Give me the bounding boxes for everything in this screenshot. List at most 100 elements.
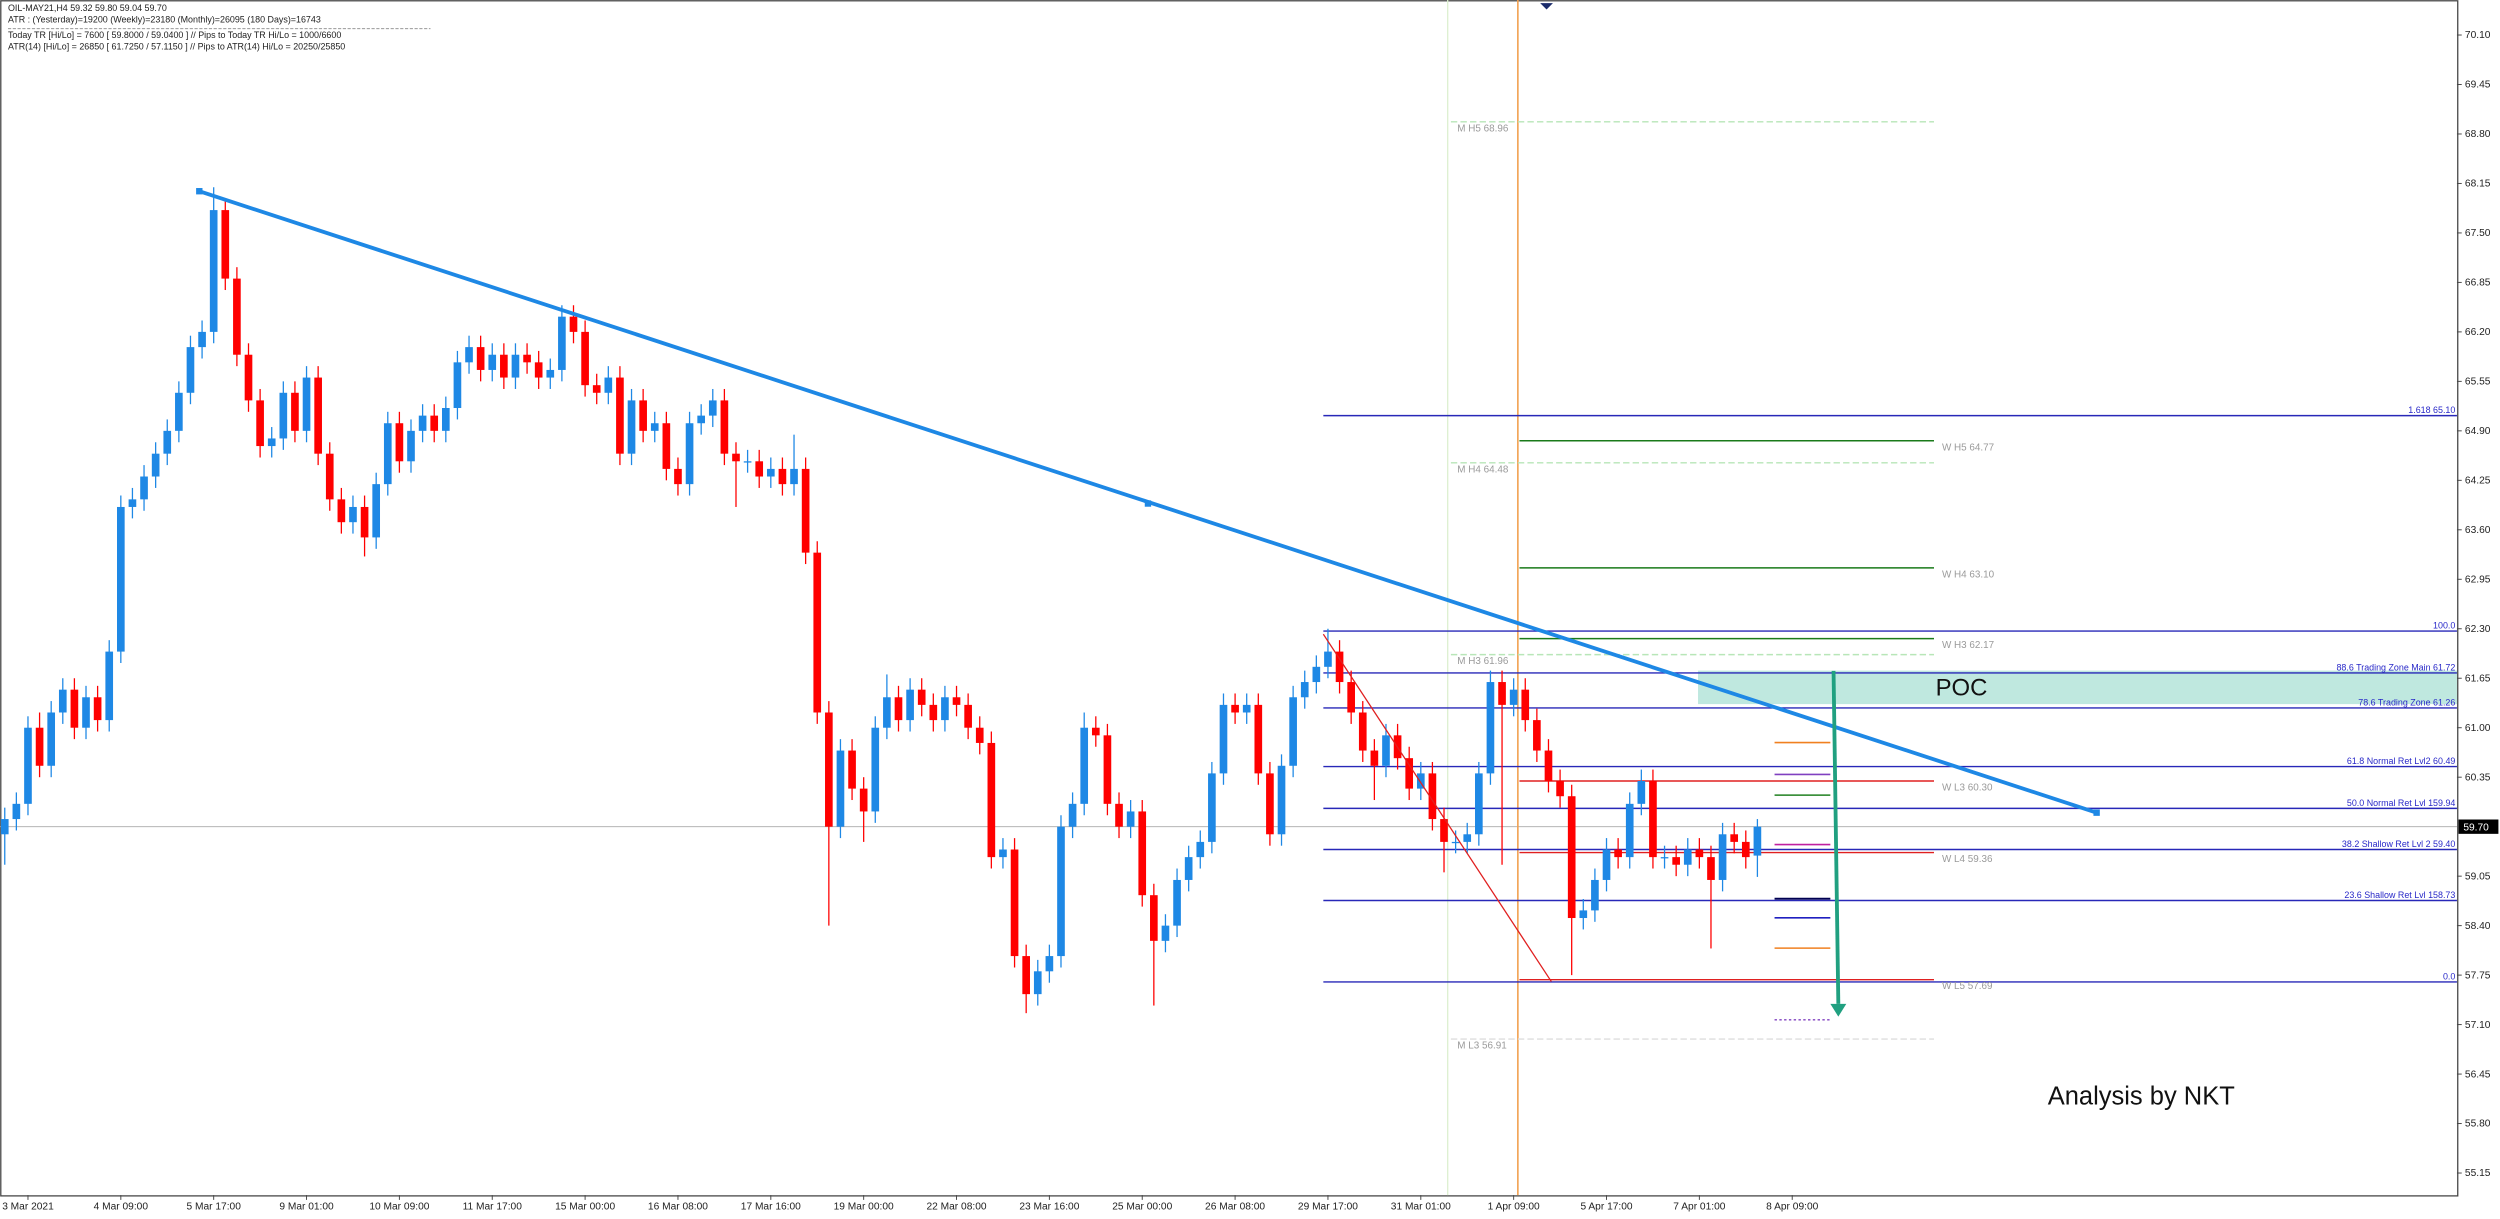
poc-label: POC — [1936, 674, 1988, 701]
candle-body — [407, 430, 415, 462]
x-tick-label: 10 Mar 09:00 — [369, 1201, 429, 1212]
x-tick-label: 29 Mar 17:00 — [1298, 1201, 1358, 1212]
candle-body — [1347, 682, 1355, 713]
y-tick-label: 55.15 — [2465, 1168, 2491, 1179]
x-tick-label: 23 Mar 16:00 — [1019, 1201, 1079, 1212]
candle-body — [325, 453, 334, 500]
candle-body — [825, 712, 833, 827]
candle-body — [441, 408, 450, 431]
fib-label: 50.0 Normal Ret Lvl 159.94 — [2347, 798, 2455, 808]
candle-body — [1683, 849, 1692, 865]
candle-body — [1033, 971, 1042, 995]
candle-body — [1254, 704, 1263, 774]
x-tick-label: 4 Mar 09:00 — [94, 1201, 149, 1212]
candle-body — [917, 689, 926, 705]
candle-body — [267, 438, 276, 447]
candle-body — [1614, 849, 1622, 858]
candle-body — [743, 461, 752, 463]
candle-body — [685, 423, 694, 485]
y-tick-label: 55.80 — [2465, 1119, 2491, 1130]
x-tick-label: 1 Apr 09:00 — [1488, 1201, 1540, 1212]
candle-body — [1289, 697, 1297, 766]
x-tick-label: 22 Mar 08:00 — [927, 1201, 987, 1212]
y-tick-label: 68.15 — [2465, 179, 2491, 190]
trendline-handle — [196, 188, 203, 195]
x-tick-label: 31 Mar 01:00 — [1391, 1201, 1451, 1212]
y-tick-label: 59.05 — [2465, 871, 2491, 882]
candle-body — [1533, 720, 1541, 751]
candle-body — [476, 347, 485, 370]
y-tick-label: 64.90 — [2465, 426, 2491, 437]
y-tick-label: 70.10 — [2465, 30, 2491, 41]
candle-body — [987, 742, 996, 858]
candle-body — [906, 689, 914, 721]
fib-label: 38.2 Shallow Ret Lvl 2 59.40 — [2342, 839, 2455, 849]
header-line: ATR : (Yesterday)=19200 (Weekly)=23180 (… — [8, 14, 321, 24]
candle-body — [1718, 834, 1727, 880]
candle-body — [813, 552, 822, 713]
pivot-label: W L4 59.36 — [1942, 854, 1993, 865]
y-tick-label: 61.00 — [2465, 723, 2491, 734]
candle-body — [1486, 682, 1495, 774]
target-arrow — [1831, 670, 1841, 1004]
poc-zone — [1698, 670, 2457, 705]
candle-body — [801, 468, 810, 553]
levels: POC 1.618 65.10 100.0 88.6 Trading Zone Mai… — [1323, 121, 2457, 1052]
candle-body — [337, 499, 346, 523]
candle-body — [1498, 682, 1506, 705]
candle-body — [766, 468, 775, 477]
x-tick-label: 26 Mar 08:00 — [1205, 1201, 1265, 1212]
candle-body — [1428, 773, 1437, 820]
candle-body — [1475, 773, 1483, 835]
x-tick-label: 9 Mar 01:00 — [279, 1201, 334, 1212]
candle-body — [1370, 750, 1379, 766]
candle-body — [1045, 956, 1054, 972]
candle-body — [1451, 841, 1460, 844]
candle-body — [1242, 704, 1251, 713]
y-tick-label: 66.20 — [2465, 327, 2491, 338]
candle-body — [1266, 773, 1274, 835]
x-tick-label: 17 Mar 16:00 — [741, 1201, 801, 1212]
fib-label: 1.618 65.10 — [2408, 405, 2455, 415]
candle-body — [1463, 834, 1472, 842]
candle-body — [1184, 857, 1193, 880]
candle-body — [82, 697, 90, 728]
candle-body — [546, 369, 555, 378]
candle-body — [1509, 689, 1518, 705]
last-price-box — [2458, 819, 2499, 834]
candle-body — [117, 506, 125, 652]
candle-body — [1219, 704, 1228, 774]
x-tick-label: 7 Apr 01:00 — [1673, 1201, 1725, 1212]
candle-body — [453, 362, 462, 409]
y-tick-label: 65.55 — [2465, 377, 2491, 388]
y-tick-label: 63.60 — [2465, 525, 2491, 536]
y-tick-label: 57.75 — [2465, 970, 2491, 981]
candle-body — [140, 476, 148, 500]
candle-body — [1277, 765, 1286, 835]
candle-body — [47, 712, 56, 766]
candle-body — [650, 423, 659, 431]
candle-body — [1602, 849, 1611, 880]
candle-body — [1382, 735, 1390, 766]
candle-body — [952, 697, 961, 705]
candle-body — [1440, 819, 1448, 842]
y-tick-label: 62.30 — [2465, 624, 2491, 635]
candle-body — [233, 278, 241, 355]
session-marker — [1540, 3, 1553, 10]
candle-body — [221, 210, 230, 279]
header-line: OIL-MAY21,H4 59.32 59.80 59.04 59.70 — [8, 3, 167, 13]
candle-body — [674, 468, 682, 485]
x-tick-label: 8 Apr 09:00 — [1766, 1201, 1818, 1212]
pivot-label: M L3 56.91 — [1457, 1041, 1507, 1052]
y-tick-label: 69.45 — [2465, 80, 2491, 91]
candle-body — [1405, 758, 1414, 789]
candle-body — [1312, 666, 1321, 683]
candle-body — [1103, 735, 1112, 804]
fib-label: 78.6 Trading Zone 61.26 — [2358, 698, 2455, 708]
header-line: Today TR [Hi/Lo] = 7600 [ 59.8000 / 59.0… — [8, 30, 341, 40]
candle-body — [1300, 682, 1309, 698]
candle-body — [1091, 727, 1100, 736]
candle-body — [198, 331, 206, 348]
candle-body — [1521, 689, 1530, 721]
candle-body — [639, 400, 647, 431]
